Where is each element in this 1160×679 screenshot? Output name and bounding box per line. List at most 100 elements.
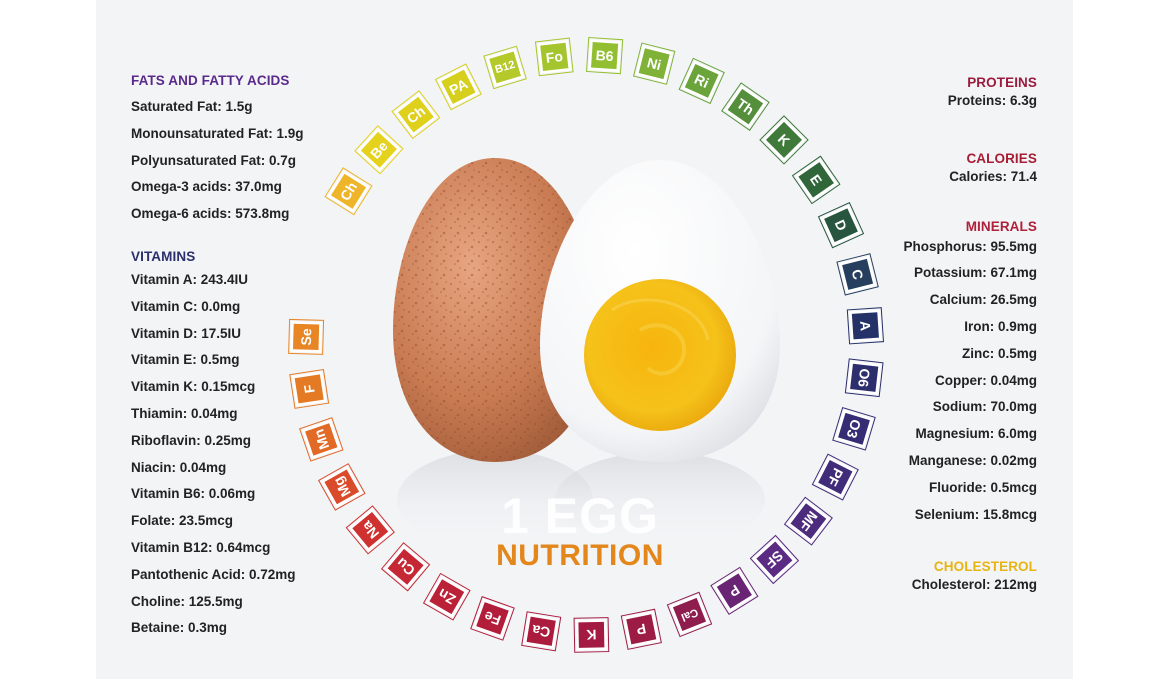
nutrient-tile: MF xyxy=(783,496,833,546)
title-line-2: NUTRITION xyxy=(496,539,664,572)
right-nutrient-column: PROTEINS Proteins: 6.3g CALORIES Calorie… xyxy=(817,74,1037,599)
nutrient-tile: K xyxy=(759,115,809,165)
nutrient-item: Calcium: 26.5mg xyxy=(929,292,1037,308)
nutrient-tile: Ca xyxy=(521,611,562,652)
nutrient-tile-label: B12 xyxy=(494,59,517,76)
title-line-1: 1 EGG xyxy=(501,488,659,544)
nutrient-tile: Ch xyxy=(391,90,441,140)
nutrient-item: Zinc: 0.5mg xyxy=(961,345,1037,361)
yolk xyxy=(584,279,736,431)
nutrient-tile: P xyxy=(620,608,662,650)
nutrient-item: Riboflavin: 0.25mg xyxy=(131,432,252,448)
egg-half-reflection xyxy=(555,452,765,548)
nutrient-item: Monounsaturated Fat: 1.9g xyxy=(131,125,304,141)
nutrient-item: Niacin: 0.04mg xyxy=(131,459,227,475)
nutrient-tile: B6 xyxy=(585,36,624,75)
nutrient-item: Vitamin D: 17.5IU xyxy=(131,325,242,341)
nutrient-item: Fluoride: 0.5mcg xyxy=(928,479,1037,495)
nutrient-tile: SF xyxy=(749,534,800,585)
nutrient-item: Proteins: 6.3g xyxy=(947,93,1037,108)
nutrient-tile-label: A xyxy=(857,320,874,331)
nutrient-tile-label: K xyxy=(586,627,596,643)
nutrient-item: Polyunsaturated Fat: 0.7g xyxy=(131,152,297,168)
proteins-list: Proteins: 6.3g xyxy=(817,88,1037,115)
nutrient-tile-label: P xyxy=(635,621,647,639)
nutrient-item: Vitamin B6: 0.06mg xyxy=(131,486,256,502)
fats-heading: FATS AND FATTY ACIDS xyxy=(131,73,290,88)
left-nutrient-column: FATS AND FATTY ACIDS Saturated Fat: 1.5g… xyxy=(131,72,331,642)
nutrient-tile-label: O6 xyxy=(855,368,873,389)
nutrient-item: Copper: 0.04mg xyxy=(934,372,1037,388)
nutrient-item: Vitamin E: 0.5mg xyxy=(131,352,240,368)
nutrient-tile: Cu xyxy=(380,542,431,592)
nutrient-tile: D xyxy=(817,202,865,249)
nutrient-tile: Na xyxy=(345,505,395,555)
nutrient-item: Vitamin C: 0.0mg xyxy=(131,298,241,314)
nutrient-tile-label: PA xyxy=(447,75,471,98)
nutrient-tile-label: PF xyxy=(824,465,847,489)
nutrient-tile: Ri xyxy=(678,57,725,105)
nutrient-tile: Se xyxy=(288,318,325,355)
nutrient-tile: C xyxy=(836,253,879,296)
nutrient-tile-label: B6 xyxy=(595,47,614,64)
fats-list: Saturated Fat: 1.5g Monounsaturated Fat: … xyxy=(131,94,331,228)
nutrient-tile: Ch xyxy=(324,167,373,216)
nutrient-item: Choline: 125.5mg xyxy=(131,593,243,609)
cholesterol-section: CHOLESTEROL Cholesterol: 212mg xyxy=(817,558,1037,599)
nutrient-item: Calories: 71.4 xyxy=(949,168,1037,184)
nutrient-tile: PF xyxy=(811,453,859,501)
proteins-heading: PROTEINS xyxy=(967,75,1037,90)
cholesterol-heading: CHOLESTEROL xyxy=(933,559,1037,575)
nutrient-tile: Mg xyxy=(317,463,366,511)
vitamins-list: Vitamin A: 243.4IU Vitamin C: 0.0mg Vitami… xyxy=(131,267,331,642)
proteins-section: PROTEINS Proteins: 6.3g xyxy=(817,74,1037,115)
nutrient-item: Selenium: 15.8mcg xyxy=(914,506,1037,522)
nutrient-item: Betaine: 0.3mg xyxy=(131,620,228,636)
nutrient-tile-label: O3 xyxy=(844,418,865,441)
nutrient-item: Magnesium: 6.0mg xyxy=(915,426,1037,442)
nutrient-tile: Ni xyxy=(632,42,676,85)
nutrient-tile: PA xyxy=(434,63,482,111)
minerals-list: Phosphorus: 95.5mg Potassium: 67.1mg Calci… xyxy=(817,234,1037,529)
nutrient-item: Sodium: 70.0mg xyxy=(932,399,1037,415)
nutrient-tile-label: Ni xyxy=(645,54,662,73)
nutrient-tile: Cal xyxy=(666,591,713,638)
nutrient-tile-label: Cal xyxy=(679,606,699,623)
nutrient-item: Thiamin: 0.04mg xyxy=(131,405,238,421)
calories-section: CALORIES Calories: 71.4 xyxy=(817,150,1037,191)
nutrient-item: Folate: 23.5mcg xyxy=(131,513,234,529)
calories-list: Calories: 71.4 xyxy=(817,164,1037,191)
nutrient-tile: O3 xyxy=(832,406,876,451)
nutrient-item: Vitamin K: 0.15mcg xyxy=(131,379,256,395)
nutrient-tile: Mn xyxy=(299,417,344,462)
nutrient-tile-label: Ca xyxy=(531,622,551,641)
nutrient-item: Manganese: 0.02mg xyxy=(908,452,1037,468)
nutrient-tile-label: Zn xyxy=(435,586,458,608)
calories-heading: CALORIES xyxy=(966,150,1037,166)
cholesterol-list: Cholesterol: 212mg xyxy=(817,572,1037,599)
nutrient-tile: E xyxy=(791,155,841,205)
nutrient-tile: Be xyxy=(354,125,404,175)
nutrient-tile: O6 xyxy=(844,358,884,398)
nutrient-item: Omega-6 acids: 573.8mg xyxy=(131,206,290,222)
nutrient-tile-label: F xyxy=(301,383,318,394)
nutrient-tile: A xyxy=(846,307,885,345)
minerals-heading: MINERALS xyxy=(965,218,1037,234)
nutrient-item: Phosphorus: 95.5mg xyxy=(903,238,1037,254)
nutrient-tile: Fe xyxy=(470,596,515,641)
nutrient-tile-label: Fo xyxy=(545,48,564,66)
nutrient-tile-label: Se xyxy=(298,328,314,346)
nutrient-item: Saturated Fat: 1.5g xyxy=(131,99,253,114)
nutrient-item: Iron: 0.9mg xyxy=(964,318,1037,334)
nutrient-tile: B12 xyxy=(483,45,527,90)
nutrient-tile: Th xyxy=(721,82,770,131)
nutrient-tile: Fo xyxy=(534,37,574,77)
egg-reflection xyxy=(397,450,593,550)
nutrient-item: Potassium: 67.1mg xyxy=(913,265,1037,281)
nutrient-tile-label: Mn xyxy=(310,427,332,451)
minerals-section: MINERALS Phosphorus: 95.5mg Potassium: 67… xyxy=(817,218,1037,529)
nutrient-item: Pantothenic Acid: 0.72mg xyxy=(131,566,296,582)
nutrient-item: Vitamin B12: 0.64mcg xyxy=(131,539,271,555)
nutrient-tile: K xyxy=(573,617,610,653)
